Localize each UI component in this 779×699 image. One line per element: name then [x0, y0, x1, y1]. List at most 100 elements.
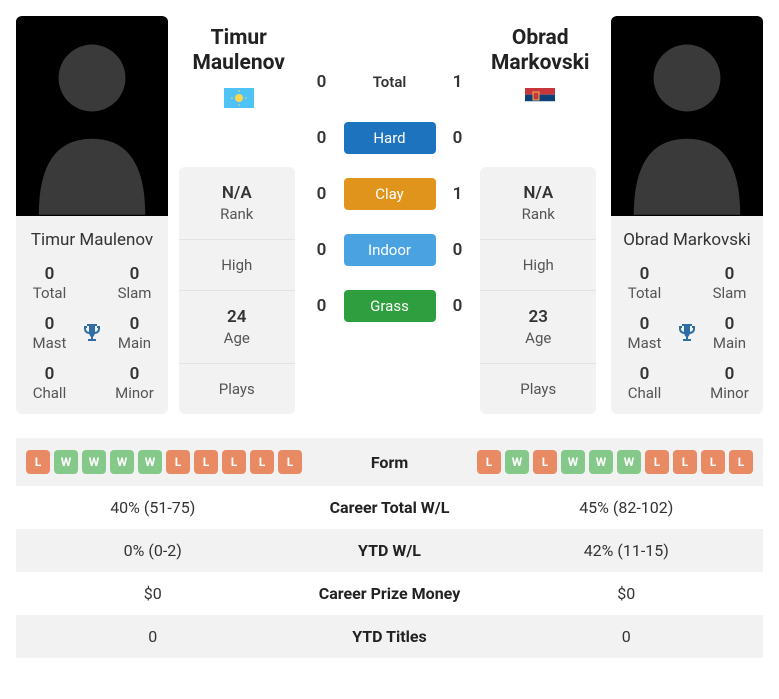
form-chip: L [645, 450, 669, 474]
p2-high: High [480, 240, 596, 291]
compare-row: 40% (51-75)Career Total W/L45% (82-102) [16, 486, 763, 529]
form-chip: W [589, 450, 613, 474]
player2-name-col: Obrad Markovski N/ARank High 23Age Plays [480, 16, 600, 414]
player2-stats: N/ARank High 23Age Plays [480, 167, 596, 414]
player1-card: Timur Maulenov 0Total 0Slam 0Mast 0Main … [16, 16, 168, 414]
compare-label: Form [302, 453, 477, 472]
player2-titles: 0Total 0Slam 0Mast 0Main 0Chall 0Minor [611, 264, 763, 414]
p1-minor: 0Minor [107, 364, 162, 402]
compare-table: LWWWWLLLLLFormLWLWWWLLLL40% (51-75)Caree… [16, 438, 763, 658]
h2h-p1-value: 0 [310, 128, 334, 148]
p2-slam: 0Slam [702, 264, 757, 302]
player1-last: Maulenov [179, 51, 299, 76]
compare-p1-value: 40% (51-75) [26, 498, 280, 517]
p1-chall: 0Chall [22, 364, 77, 402]
compare-p1-value: 0% (0-2) [26, 541, 280, 560]
compare-label: YTD W/L [280, 541, 500, 560]
h2h-row-hard: 0 Hard 0 [310, 122, 470, 154]
p2-total: 0Total [617, 264, 672, 302]
h2h-row-indoor: 0 Indoor 0 [310, 234, 470, 266]
p1-rank: N/ARank [179, 167, 295, 240]
p1-mast: 0Mast [22, 314, 77, 352]
trophy-icon [77, 321, 107, 345]
player2-form: LWLWWWLLLL [477, 450, 753, 474]
h2h-p2-value: 0 [446, 240, 470, 260]
form-chip: W [110, 450, 134, 474]
h2h-p2-value: 1 [446, 184, 470, 204]
player2-photo [611, 16, 763, 216]
compare-row: $0Career Prize Money$0 [16, 572, 763, 615]
compare-p2-value: LWLWWWLLLL [477, 450, 753, 474]
form-chip: L [477, 450, 501, 474]
player1-first: Timur [179, 26, 299, 51]
player2-name: Obrad Markovski [611, 216, 763, 264]
trophy-icon [672, 321, 702, 345]
player2-card: Obrad Markovski 0Total 0Slam 0Mast 0Main… [611, 16, 763, 414]
compare-label: YTD Titles [280, 627, 500, 646]
compare-p2-value: $0 [500, 584, 754, 603]
compare-p2-value: 42% (11-15) [500, 541, 754, 560]
p2-minor: 0Minor [702, 364, 757, 402]
player1-photo [16, 16, 168, 216]
compare-p1-value: LWWWWLLLLL [26, 450, 302, 474]
avatar-silhouette-icon [611, 16, 763, 216]
player2-first: Obrad [480, 26, 600, 51]
compare-p2-value: 0 [500, 627, 754, 646]
p2-plays: Plays [480, 364, 596, 414]
form-chip: W [138, 450, 162, 474]
compare-row: LWWWWLLLLLFormLWLWWWLLLL [16, 438, 763, 486]
form-chip: L [166, 450, 190, 474]
h2h-p1-value: 0 [310, 72, 334, 92]
form-chip: L [278, 450, 302, 474]
h2h-p1-value: 0 [310, 240, 334, 260]
form-chip: L [250, 450, 274, 474]
h2h-column: 0Total10Hard00Clay10Indoor00Grass0 [310, 16, 470, 346]
form-chip: W [505, 450, 529, 474]
h2h-surface-label: Hard [344, 122, 436, 154]
player1-name-col: Timur Maulenov N/ARank High 24Age Plays [179, 16, 299, 414]
p1-age: 24Age [179, 291, 295, 364]
kazakhstan-flag-icon [224, 88, 254, 112]
p2-rank: N/ARank [480, 167, 596, 240]
player1-form: LWWWWLLLLL [26, 450, 302, 474]
form-chip: L [729, 450, 753, 474]
form-chip: L [222, 450, 246, 474]
player2-last: Markovski [480, 51, 600, 76]
h2h-surface-label: Indoor [344, 234, 436, 266]
p2-main: 0Main [702, 314, 757, 352]
player1-name: Timur Maulenov [16, 216, 168, 264]
player1-titles: 0Total 0Slam 0Mast 0Main 0Chall 0Minor [16, 264, 168, 414]
h2h-surface-label: Total [344, 66, 436, 98]
p1-main: 0Main [107, 314, 162, 352]
form-chip: L [533, 450, 557, 474]
form-chip: L [701, 450, 725, 474]
form-chip: W [82, 450, 106, 474]
h2h-row-grass: 0 Grass 0 [310, 290, 470, 322]
p1-total: 0Total [22, 264, 77, 302]
p2-mast: 0Mast [617, 314, 672, 352]
p2-age: 23Age [480, 291, 596, 364]
form-chip: W [617, 450, 641, 474]
h2h-p2-value: 1 [446, 72, 470, 92]
h2h-p1-value: 0 [310, 184, 334, 204]
h2h-surface-label: Grass [344, 290, 436, 322]
avatar-silhouette-icon [16, 16, 168, 216]
p1-slam: 0Slam [107, 264, 162, 302]
compare-label: Career Total W/L [280, 498, 500, 517]
compare-row: 0% (0-2)YTD W/L42% (11-15) [16, 529, 763, 572]
compare-p2-value: 45% (82-102) [500, 498, 754, 517]
form-chip: L [194, 450, 218, 474]
compare-row: 0YTD Titles0 [16, 615, 763, 658]
player1-stats: N/ARank High 24Age Plays [179, 167, 295, 414]
h2h-row-clay: 0Clay1 [310, 178, 470, 210]
h2h-row-total: 0 Total 1 [310, 66, 470, 98]
p1-high: High [179, 240, 295, 291]
h2h-p2-value: 0 [446, 296, 470, 316]
compare-p1-value: $0 [26, 584, 280, 603]
compare-p1-value: 0 [26, 627, 280, 646]
form-chip: W [561, 450, 585, 474]
serbia-flag-icon [525, 88, 555, 112]
h2h-p1-value: 0 [310, 296, 334, 316]
form-chip: L [26, 450, 50, 474]
h2h-p2-value: 0 [446, 128, 470, 148]
